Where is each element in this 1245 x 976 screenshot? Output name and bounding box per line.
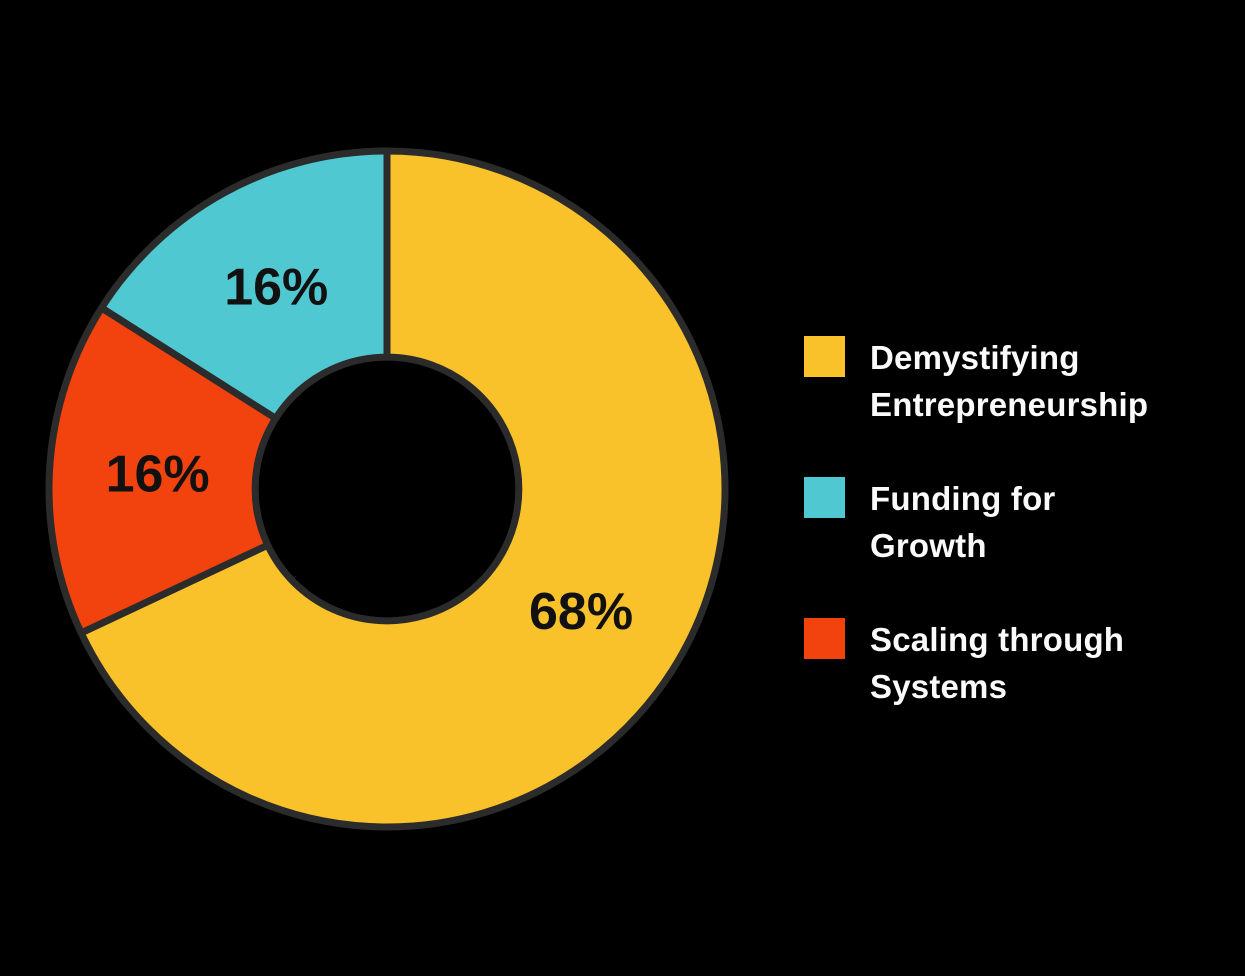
legend-swatch-scaling-through-systems — [804, 618, 845, 659]
legend-label-demystifying-entrepreneurship: Demystifying Entrepreneurship — [870, 339, 1149, 423]
pie-slice-funding-for-growth — [98, 147, 391, 422]
legend-swatch-demystifying-entrepreneurship — [804, 336, 845, 377]
legend-item-scaling-through-systems: Scaling through Systems — [804, 616, 1148, 710]
slice-value-label-funding-for-growth: 16% — [224, 259, 328, 317]
legend-item-funding-for-growth: Funding for Growth — [804, 475, 1148, 569]
slice-value-label-demystifying-entrepreneurship: 68% — [529, 583, 633, 641]
legend-item-demystifying-entrepreneurship: Demystifying Entrepreneurship — [804, 334, 1148, 428]
slice-value-label-scaling-through-systems: 16% — [106, 446, 210, 504]
legend-label-scaling-through-systems: Scaling through Systems — [870, 621, 1125, 705]
chart-legend: Demystifying Entrepreneurship Funding fo… — [804, 334, 1148, 710]
donut-slices — [45, 147, 729, 831]
legend-swatch-funding-for-growth — [804, 477, 845, 518]
donut-slice-labels: 68% 16% 16% — [106, 259, 634, 642]
pie-slice-demystifying-entrepreneurship — [77, 147, 729, 831]
legend-label-funding-for-growth: Funding for Growth — [870, 480, 1056, 564]
pie-slice-scaling-through-systems — [45, 304, 280, 637]
